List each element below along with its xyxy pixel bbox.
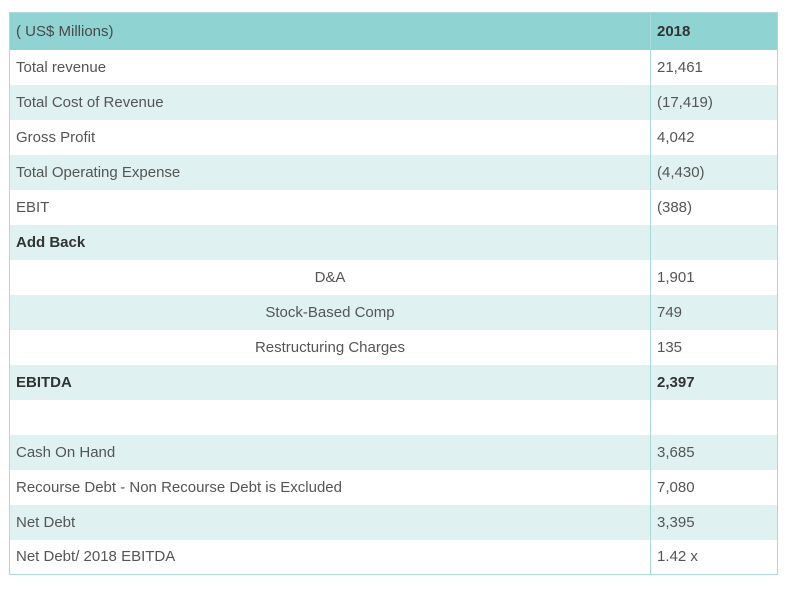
row-label: Total Cost of Revenue [9, 84, 651, 120]
row-value [650, 399, 778, 435]
row-label: Stock-Based Comp [9, 294, 651, 330]
table-body: ( US$ Millions) 2018 Total revenue 21,461… [9, 12, 778, 575]
table-row [9, 399, 778, 435]
row-label: EBITDA [9, 364, 651, 400]
row-label: EBIT [9, 189, 651, 225]
row-value: 1.42 x [650, 539, 778, 575]
row-value: 749 [650, 294, 778, 330]
row-value: (4,430) [650, 154, 778, 190]
row-value: 3,395 [650, 504, 778, 540]
row-value: 3,685 [650, 434, 778, 470]
row-label: Cash On Hand [9, 434, 651, 470]
row-value [650, 224, 778, 260]
row-value: 4,042 [650, 119, 778, 155]
row-label: Gross Profit [9, 119, 651, 155]
row-label: Recourse Debt - Non Recourse Debt is Exc… [9, 469, 651, 505]
table-row: Recourse Debt - Non Recourse Debt is Exc… [9, 469, 778, 505]
header-year: 2018 [650, 12, 778, 50]
row-label: D&A [9, 259, 651, 295]
row-value: 1,901 [650, 259, 778, 295]
table-row: Net Debt 3,395 [9, 504, 778, 540]
row-label: Net Debt [9, 504, 651, 540]
row-label [9, 399, 651, 435]
table-row: EBITDA 2,397 [9, 364, 778, 400]
row-label: Restructuring Charges [9, 329, 651, 365]
table-row: D&A 1,901 [9, 259, 778, 295]
header-units-label: ( US$ Millions) [9, 12, 651, 50]
row-value: 2,397 [650, 364, 778, 400]
table-row: Gross Profit 4,042 [9, 119, 778, 155]
row-value: 135 [650, 329, 778, 365]
row-label: Net Debt/ 2018 EBITDA [9, 539, 651, 575]
table-row: Cash On Hand 3,685 [9, 434, 778, 470]
row-value: 7,080 [650, 469, 778, 505]
row-label: Total revenue [9, 49, 651, 85]
financial-table: ( US$ Millions) 2018 Total revenue 21,461… [9, 12, 778, 575]
table-header-row: ( US$ Millions) 2018 [9, 12, 778, 50]
row-value: 21,461 [650, 49, 778, 85]
table-row: Total Operating Expense (4,430) [9, 154, 778, 190]
row-value: (388) [650, 189, 778, 225]
row-label: Total Operating Expense [9, 154, 651, 190]
table-row: Net Debt/ 2018 EBITDA 1.42 x [9, 539, 778, 575]
row-label: Add Back [9, 224, 651, 260]
table-row: Stock-Based Comp 749 [9, 294, 778, 330]
table-row: Total Cost of Revenue (17,419) [9, 84, 778, 120]
table-row: EBIT (388) [9, 189, 778, 225]
table-row: Add Back [9, 224, 778, 260]
table-row: Restructuring Charges 135 [9, 329, 778, 365]
table-row: Total revenue 21,461 [9, 49, 778, 85]
row-value: (17,419) [650, 84, 778, 120]
